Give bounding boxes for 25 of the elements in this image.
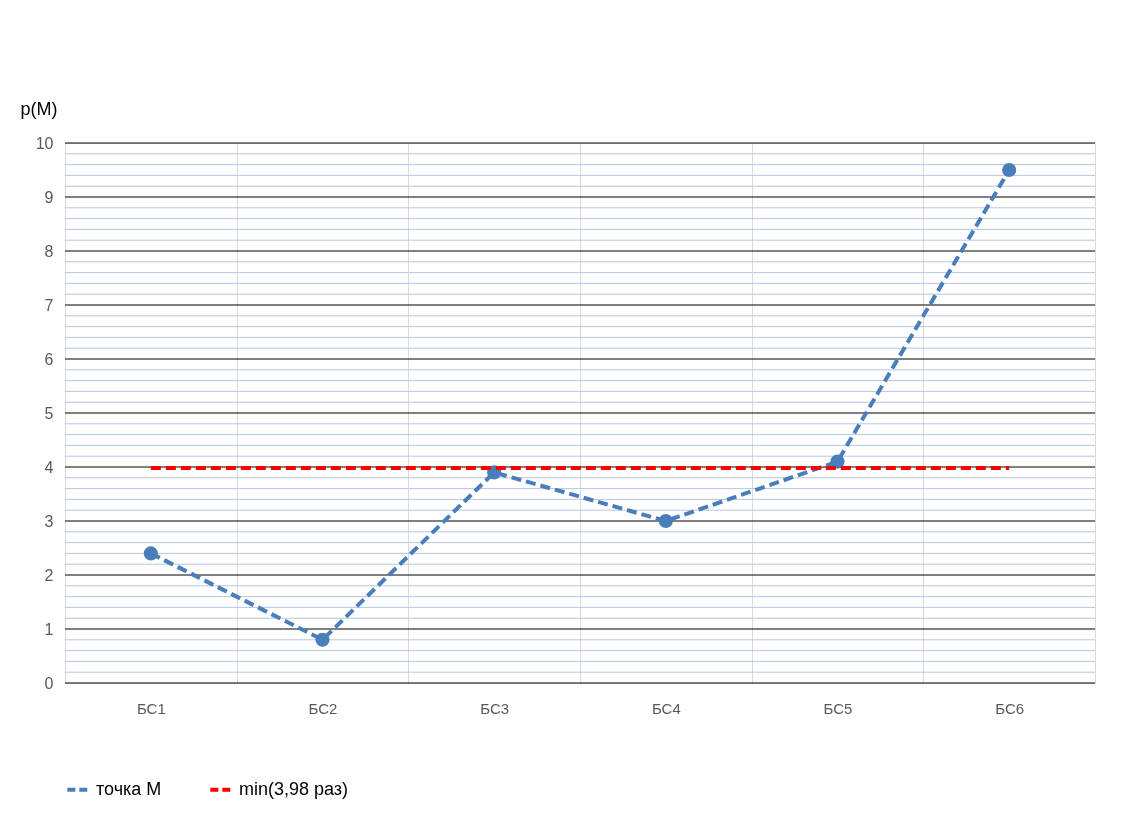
point [143,546,158,561]
y-tick-label: 1 [44,620,54,638]
y-tick-label: 8 [44,242,54,260]
y-tick-label: 10 [35,134,54,152]
x-tick-label: БС2 [308,699,338,717]
y-tick-label: 4 [44,458,54,476]
y-tick-label: 6 [44,350,54,368]
legend-label: точка M [96,778,162,799]
y-tick-label: 3 [44,512,54,530]
x-tick-label: БС1 [136,699,166,717]
x-tick-label: БС6 [995,699,1025,717]
x-tick-label: БС4 [651,699,681,717]
point [830,454,845,469]
point [315,632,330,647]
y-axis-title: p(M) [20,98,58,119]
y-tick-label: 5 [44,404,54,422]
legend-label: min(3,98 раз) [239,778,349,799]
point [1002,162,1017,178]
x-tick-label: БС3 [480,699,510,717]
x-tick-label: БС5 [823,699,853,717]
y-tick-label: 2 [44,566,54,584]
y-tick-label: 9 [44,188,54,206]
point [658,513,673,529]
y-tick-label: 0 [44,674,54,692]
y-tick-label: 7 [44,296,54,314]
